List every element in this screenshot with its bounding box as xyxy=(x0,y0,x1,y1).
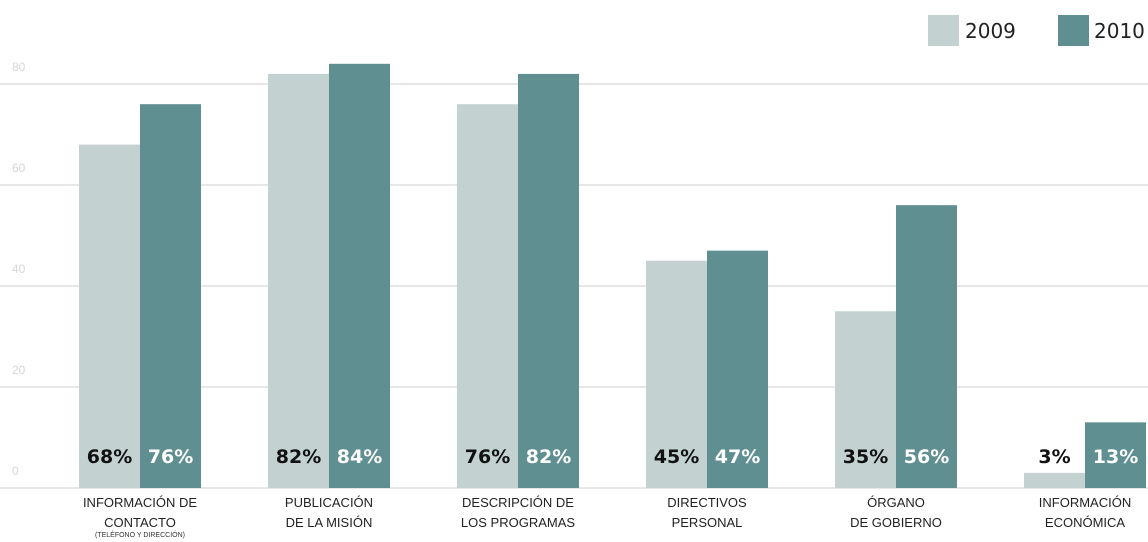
value-label-2009-6: 3% xyxy=(1038,446,1070,468)
value-label-2009-3: 76% xyxy=(465,446,510,468)
bar-2009-5 xyxy=(835,311,896,488)
value-label-2010-1: 76% xyxy=(148,446,193,468)
category-label-3: LOS PROGRAMAS xyxy=(461,515,575,530)
bar-2010-6 xyxy=(1085,422,1146,488)
x-axis-labels: INFORMACIÓN DE CONTACTO(TELÉFONO Y DIRECC… xyxy=(83,495,1131,539)
value-label-2009-5: 35% xyxy=(843,446,888,468)
bar-2009-4 xyxy=(646,260,707,488)
legend-swatch-2010 xyxy=(1058,15,1089,46)
category-label-2: DE LA MISIÓN xyxy=(286,515,373,530)
value-label-2010-2: 84% xyxy=(337,446,382,468)
category-label-2: PUBLICACIÓN xyxy=(285,495,373,510)
category-note-1: (TELÉFONO Y DIRECCIÓN) xyxy=(95,530,185,539)
bar-2010-4 xyxy=(707,250,768,488)
bar-2010-1 xyxy=(140,104,201,488)
category-label-4: DIRECTIVOS xyxy=(667,495,747,510)
category-label-5: DE GOBIERNO xyxy=(850,515,942,530)
bar-2009-3 xyxy=(457,104,518,488)
y-tick-label: 80 xyxy=(12,60,26,74)
value-labels: 68% 76% 82% 84% 76% 82% 45% 47% 35% 56% 3% 13% xyxy=(87,446,1138,468)
category-label-5: ÓRGANO xyxy=(867,495,925,510)
bar-2010-5 xyxy=(896,205,957,488)
value-label-2010-5: 56% xyxy=(904,446,949,468)
category-label-1: INFORMACIÓN DE xyxy=(83,495,197,510)
bar-2009-6 xyxy=(1024,472,1085,488)
value-label-2010-4: 47% xyxy=(715,446,760,468)
bar-2009-1 xyxy=(79,144,140,488)
y-tick-label: 20 xyxy=(12,363,26,377)
legend: 2009 2010 xyxy=(928,15,1145,46)
legend-swatch-2009 xyxy=(928,15,959,46)
legend-label-2009: 2009 xyxy=(965,19,1016,43)
value-label-2010-6: 13% xyxy=(1093,446,1138,468)
value-label-2009-2: 82% xyxy=(276,446,321,468)
y-tick-label: 0 xyxy=(12,464,19,478)
y-axis-ticks: 0 20 40 60 80 xyxy=(12,60,26,478)
bar-2009-2 xyxy=(268,73,329,489)
category-label-1: CONTACTO xyxy=(104,515,176,530)
category-label-6: ECONÓMICA xyxy=(1045,515,1126,530)
value-label-2009-1: 68% xyxy=(87,446,132,468)
bars xyxy=(79,63,1146,489)
bar-2010-3 xyxy=(518,73,579,489)
y-tick-label: 60 xyxy=(12,161,26,175)
category-label-3: DESCRIPCIÓN DE xyxy=(462,495,574,510)
bar-2010-2 xyxy=(329,63,390,489)
y-tick-label: 40 xyxy=(12,262,26,276)
category-label-4: PERSONAL xyxy=(672,515,743,530)
value-label-2010-3: 82% xyxy=(526,446,571,468)
legend-label-2010: 2010 xyxy=(1094,19,1145,43)
value-label-2009-4: 45% xyxy=(654,446,699,468)
category-label-6: INFORMACIÓN xyxy=(1039,495,1131,510)
